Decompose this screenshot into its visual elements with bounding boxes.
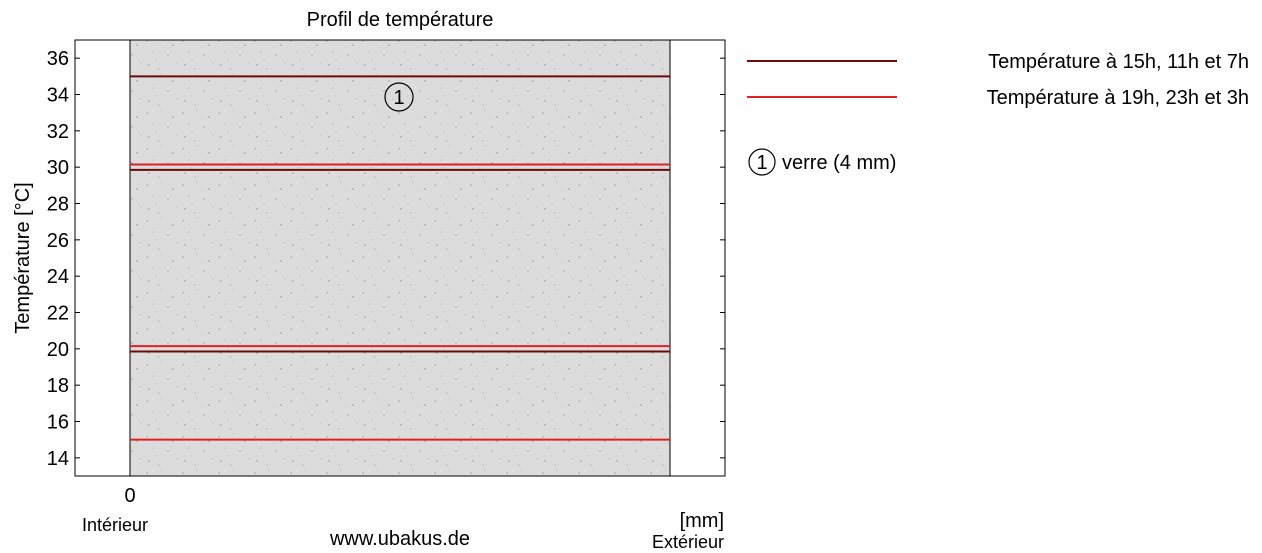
y-tick-label: 30 xyxy=(47,157,69,179)
y-tick-label: 18 xyxy=(47,375,69,397)
y-tick-label: 26 xyxy=(47,230,69,252)
legend-layer-marker-circle xyxy=(748,148,776,176)
y-axis-label: Température [°C] xyxy=(12,182,34,333)
glass-layer xyxy=(129,39,671,477)
x-tick-label-0: 0 xyxy=(124,485,135,507)
y-tick-label: 20 xyxy=(47,339,69,361)
layer-marker-glass: 1 xyxy=(384,82,414,112)
y-tick-label: 32 xyxy=(47,121,69,143)
website-link[interactable]: www.ubakus.de xyxy=(329,528,470,550)
y-tick-label: 36 xyxy=(47,48,69,70)
y-tick-label: 24 xyxy=(47,266,69,288)
legend-label-series-1: Température à 15h, 11h et 7h xyxy=(988,51,1249,73)
legend-label-series-2: Température à 19h, 23h et 3h xyxy=(987,87,1249,109)
x-axis-unit-label: [mm] xyxy=(680,510,724,532)
layer-marker-label: 1 xyxy=(393,87,404,109)
legend-layer-name: verre (4 mm) xyxy=(782,152,896,174)
y-tick-label: 28 xyxy=(47,194,69,216)
legend-layer-marker: 1 xyxy=(756,152,767,174)
y-tick-label: 22 xyxy=(47,303,69,325)
chart-title: Profil de température xyxy=(307,9,494,31)
interior-label: Intérieur xyxy=(82,515,148,535)
y-tick-label: 16 xyxy=(47,412,69,434)
y-tick-label: 14 xyxy=(47,448,69,470)
y-tick-label: 34 xyxy=(47,85,69,107)
exterior-label: Extérieur xyxy=(652,532,724,552)
legend: Température à 15h, 11h et 7h Température… xyxy=(747,51,1249,176)
